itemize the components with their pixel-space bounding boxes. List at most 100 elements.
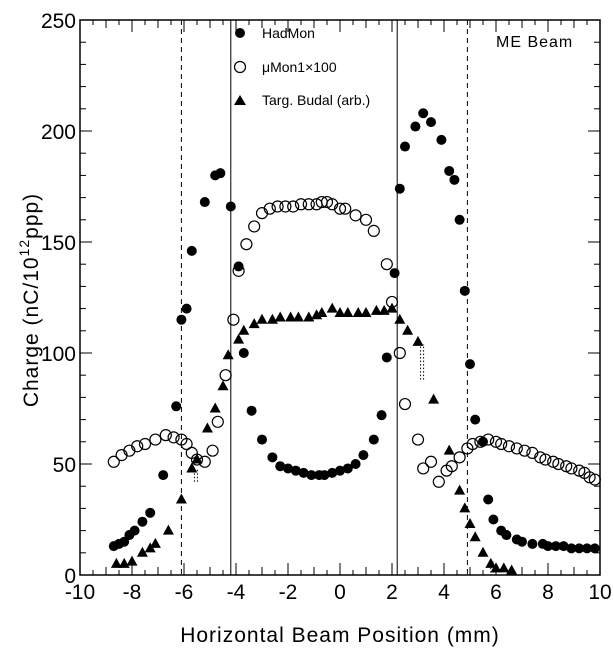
mumon-point (271, 200, 284, 213)
hadmon-point (137, 516, 148, 527)
hadmon-point (589, 543, 600, 554)
hadmon-point (449, 174, 460, 185)
beam-annotation: ME Beam (496, 34, 573, 51)
hadmon-point (267, 452, 278, 463)
hadmon-point (501, 530, 512, 541)
x-tick-label: 4 (438, 581, 450, 604)
hadmon-point (257, 434, 267, 445)
mumon-point (333, 202, 347, 215)
legend-marker-mumon (233, 60, 247, 74)
mumon-point (445, 460, 458, 473)
hadmon-point (574, 543, 585, 554)
mumon-point (552, 457, 565, 471)
mumon-point (263, 202, 276, 215)
budal-point (352, 307, 364, 318)
hadmon-point (342, 463, 353, 474)
hadmon-point (186, 245, 197, 256)
mumon-point (367, 224, 380, 237)
hadmon-point (543, 541, 553, 552)
mumon-point (248, 220, 261, 233)
budal-point (498, 562, 510, 573)
y-tick-label: 50 (53, 454, 76, 477)
legend-marker-hadmon (235, 28, 245, 38)
y-tick-label: 200 (41, 121, 76, 144)
budal-point (477, 546, 489, 557)
mumon-point (131, 440, 144, 453)
x-tick-label: 8 (542, 581, 554, 604)
mumon-point (159, 429, 172, 442)
mumon-point (167, 431, 180, 444)
hadmon-point (582, 543, 592, 554)
budal-point (428, 393, 440, 404)
hadmon-point (368, 434, 379, 445)
hadmon-point (145, 507, 156, 518)
mumon-point (380, 258, 393, 271)
mumon-point (240, 238, 253, 251)
budal-point (443, 444, 455, 455)
hadmon-point (335, 465, 345, 476)
budal-point (136, 546, 148, 557)
mumon-point (560, 460, 573, 473)
legend: HadMon μMon1×100 Targ. Budal (arb.) (233, 25, 370, 108)
budal-point (201, 422, 213, 433)
hadmon-point (238, 348, 249, 358)
hadmon-point (199, 197, 210, 208)
budal-point (233, 333, 245, 344)
y-axis-title: Charge (nC/1012ppp) (16, 193, 43, 407)
mumon-point (302, 198, 315, 211)
hadmon-point (176, 314, 187, 325)
hadmon-point (381, 352, 392, 363)
hadmon-point (283, 463, 293, 474)
hadmon-point (527, 538, 538, 549)
mumon-point (474, 435, 487, 448)
budal-point (274, 311, 286, 322)
x-tick-label: -8 (123, 581, 142, 604)
y-tick-label: 0 (64, 565, 76, 588)
budal-point (292, 311, 304, 322)
budal-point (248, 318, 260, 329)
mumon-point (393, 346, 406, 360)
hadmon-point (158, 470, 169, 481)
hadmon-point (319, 470, 330, 481)
hadmon-point (550, 541, 561, 552)
budal-point (149, 537, 161, 548)
hadmon-point (358, 450, 369, 461)
hadmon-point (389, 268, 400, 279)
mumon-point (206, 444, 219, 457)
x-tick-label: -10 (65, 581, 95, 604)
budal-point (256, 313, 268, 324)
mumon-point (417, 462, 430, 475)
region-boundary-lines (180, 20, 468, 575)
hadmon-point (350, 459, 361, 469)
mumon-point (583, 471, 596, 484)
x-axis-title: Horizontal Beam Position (mm) (180, 624, 500, 647)
series-1 (108, 108, 600, 554)
mumon-point (180, 437, 193, 451)
y-tick-label: 250 (41, 10, 76, 33)
mumon-point (287, 200, 300, 213)
hadmon-point (470, 414, 481, 425)
budal-point (238, 324, 250, 335)
mumon-point (424, 455, 438, 468)
hadmon-point (298, 467, 309, 478)
hadmon-point (426, 117, 436, 128)
budal-point (144, 542, 156, 553)
mumon-point (294, 198, 308, 211)
mumon-point (107, 455, 120, 468)
budal-point (342, 307, 354, 318)
hadmon-point (459, 285, 470, 296)
budal-point (490, 562, 502, 573)
legend-marker-budal (234, 95, 246, 105)
budal-point (316, 307, 328, 318)
mumon-point (495, 437, 508, 451)
mumon-point (534, 451, 547, 464)
mumon-point (232, 264, 245, 277)
budal-point (394, 313, 406, 324)
budal-point (217, 380, 229, 391)
budal-point (464, 517, 476, 528)
hadmon-point (306, 470, 317, 481)
x-tick-label: 0 (334, 581, 346, 604)
hadmon-point (394, 183, 405, 194)
budal-point (360, 307, 372, 318)
